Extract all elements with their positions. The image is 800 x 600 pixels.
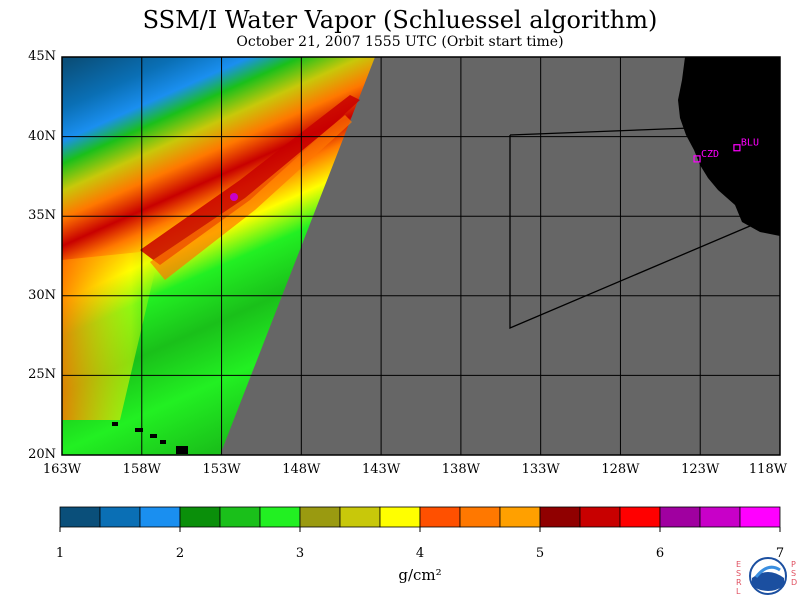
colorbar-label: 2 xyxy=(175,546,185,561)
colorbar-swatch xyxy=(379,506,421,528)
colorbar-swatch xyxy=(339,506,381,528)
latitude-label: 45N xyxy=(28,49,56,64)
longitude-label: 163W xyxy=(42,462,82,477)
colorbar-swatch xyxy=(579,506,621,528)
colorbar-label: 5 xyxy=(535,546,545,561)
north-america-land xyxy=(678,57,780,236)
flight-track-north-leg xyxy=(509,127,691,136)
colorbar-swatch xyxy=(619,506,661,528)
flight-track xyxy=(509,135,751,329)
station-marker xyxy=(733,144,741,152)
colorbar-swatch xyxy=(299,506,341,528)
colorbar-label: 1 xyxy=(55,546,65,561)
latitude-label: 20N xyxy=(28,447,56,462)
latitude-label: 30N xyxy=(28,287,56,303)
colorbar-swatch xyxy=(659,506,701,528)
station-label: CZD xyxy=(701,149,719,160)
longitude-label: 153W xyxy=(202,462,241,477)
latitude-label: 25N xyxy=(28,367,56,383)
colorbar-unit: g/cm² xyxy=(398,566,442,584)
colorbar-label: 6 xyxy=(655,546,665,561)
colorbar xyxy=(59,506,781,532)
colorbar-swatch xyxy=(59,506,101,528)
lat-lon-grid xyxy=(62,57,780,455)
colorbar-swatch xyxy=(219,506,261,528)
station-label: BLU xyxy=(741,138,759,149)
map-subtitle: October 21, 2007 1555 UTC (Orbit start t… xyxy=(236,34,564,50)
latitude-label: 40N xyxy=(28,128,56,144)
colorbar-label: 3 xyxy=(295,546,305,561)
colorbar-swatch xyxy=(459,506,501,528)
longitude-label: 128W xyxy=(601,462,640,477)
moisture-plume-core xyxy=(140,95,360,265)
colorbar-label: 4 xyxy=(415,546,425,561)
latitude-label: 35N xyxy=(28,208,56,224)
colorbar-label: 7 xyxy=(775,546,785,561)
longitude-label: 148W xyxy=(282,462,321,477)
station-markers: CZD BLU xyxy=(693,138,759,163)
longitude-label: 158W xyxy=(122,462,161,477)
station-marker xyxy=(693,155,701,163)
vapor-maximum xyxy=(230,193,238,201)
colorbar-swatch xyxy=(179,506,221,528)
map-title: SSM/I Water Vapor (Schluessel algorithm) xyxy=(142,6,658,34)
colorbar-swatch xyxy=(699,506,741,528)
hawaiian-islands xyxy=(112,422,188,454)
colorbar-swatch xyxy=(539,506,581,528)
map-frame xyxy=(61,56,781,456)
colorbar-swatch xyxy=(99,506,141,528)
colorbar-swatch xyxy=(259,506,301,528)
longitude-label: 138W xyxy=(441,462,480,477)
colorbar-swatch xyxy=(739,506,781,528)
colorbar-swatch xyxy=(139,506,181,528)
colorbar-swatch xyxy=(499,506,541,528)
longitude-label: 133W xyxy=(521,462,560,477)
noaa-logo xyxy=(749,557,787,595)
longitude-label: 143W xyxy=(362,462,401,477)
longitude-label: 123W xyxy=(681,462,720,477)
colorbar-swatch xyxy=(419,506,461,528)
moist-band-west xyxy=(62,250,160,420)
longitude-label: 118W xyxy=(748,462,788,477)
